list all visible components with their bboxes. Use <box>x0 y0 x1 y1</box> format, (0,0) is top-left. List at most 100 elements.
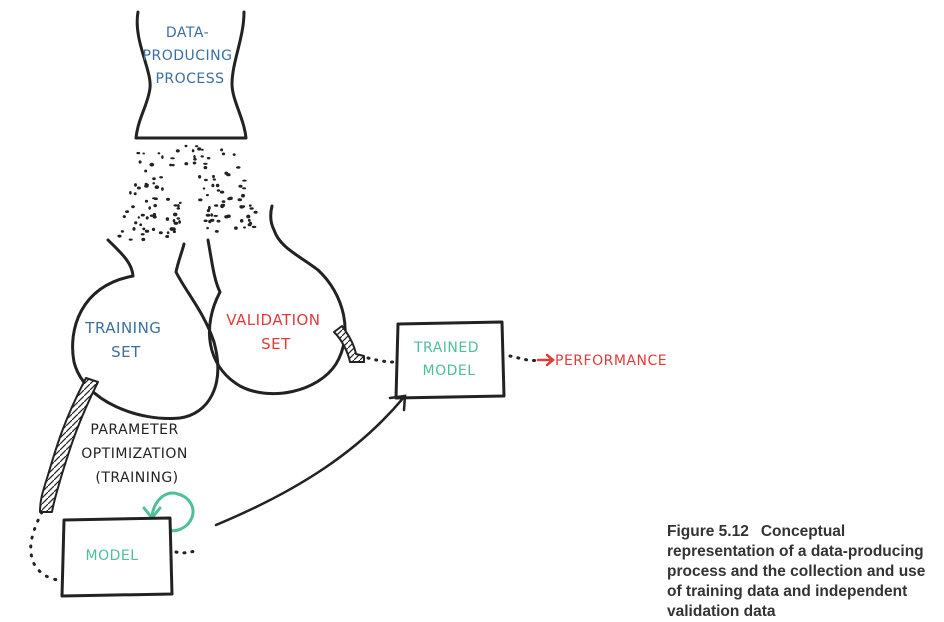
data-particle <box>238 185 242 188</box>
data-particle <box>249 204 252 206</box>
data-particle <box>242 180 246 182</box>
data-particle <box>179 202 182 204</box>
data-particle <box>141 233 145 235</box>
data-particle <box>177 207 181 209</box>
data-particle <box>167 231 170 234</box>
model-box: MODEL <box>62 518 172 596</box>
data-particle <box>134 183 137 187</box>
data-particle <box>193 158 197 161</box>
data-particle <box>210 213 213 216</box>
data-particle <box>170 157 175 159</box>
data-particle <box>201 149 204 151</box>
data-particle <box>150 215 154 217</box>
data-particle <box>220 204 224 208</box>
data-particle <box>201 155 204 157</box>
data-particle <box>242 205 245 207</box>
data-particle <box>177 217 181 219</box>
data-particle <box>141 214 145 217</box>
figure-caption: Figure 5.12 Conceptual representation of … <box>667 522 939 622</box>
data-particle <box>184 162 188 165</box>
data-particle <box>242 187 246 189</box>
data-particle <box>134 221 137 224</box>
data-particle <box>173 213 177 217</box>
data-particle <box>220 191 224 194</box>
data-particle <box>141 238 145 241</box>
data-particle <box>129 239 133 241</box>
data-particle <box>117 235 121 238</box>
data-particle <box>142 228 145 231</box>
data-particle <box>229 197 233 200</box>
data-particle <box>147 184 149 186</box>
data-particle <box>213 178 216 180</box>
validation-to-trained-model-connector <box>368 358 394 362</box>
data-particle <box>249 207 253 209</box>
data-particle <box>248 219 251 222</box>
training-set-bag: TRAINING SET <box>73 240 218 419</box>
data-particle <box>226 215 230 218</box>
data-particle <box>215 230 219 233</box>
training-set-label: TRAINING SET <box>84 319 166 361</box>
data-particle <box>241 194 245 198</box>
data-particle <box>121 230 124 233</box>
data-particle <box>193 162 197 165</box>
data-particle <box>203 187 206 189</box>
figure-number: Figure 5.12 <box>667 523 749 540</box>
data-particle <box>131 205 135 208</box>
data-particle <box>233 153 236 156</box>
data-particle <box>206 194 209 196</box>
data-particle <box>161 155 163 159</box>
data-particle <box>145 200 148 203</box>
performance-arrow <box>538 355 553 365</box>
data-particle <box>238 198 243 201</box>
data-particle <box>222 200 226 203</box>
data-particle <box>212 175 215 178</box>
data-particle <box>139 160 142 163</box>
data-particle <box>198 175 201 179</box>
data-particle <box>204 179 208 181</box>
data-particle <box>138 216 140 218</box>
data-particle <box>204 220 208 223</box>
data-particle <box>226 173 230 176</box>
data-particle <box>170 227 175 231</box>
data-particle <box>129 191 132 195</box>
data-particle <box>166 198 170 201</box>
data-particle <box>240 219 244 223</box>
data-particle <box>155 185 160 189</box>
data-particle <box>148 206 151 209</box>
data-particle <box>208 206 211 210</box>
data-particle <box>211 184 214 188</box>
data-particle <box>159 231 163 234</box>
data-particle <box>234 226 238 229</box>
data-particle <box>207 157 211 159</box>
data-particle <box>174 222 179 225</box>
performance-label: PERFORMANCE <box>555 353 667 369</box>
data-producing-process-label: DATA- PRODUCING PROCESS <box>143 25 238 87</box>
data-particle <box>153 204 157 207</box>
data-particle <box>176 149 180 152</box>
data-particle <box>243 226 246 228</box>
trained-model-box: TRAINED MODEL <box>396 322 504 398</box>
data-particle <box>210 219 214 222</box>
data-particle <box>222 153 225 156</box>
data-producing-process: DATA- PRODUCING PROCESS <box>136 12 246 138</box>
model-to-trained-model-arrow <box>216 396 405 525</box>
data-particle <box>216 184 220 187</box>
data-particle <box>149 163 154 167</box>
data-particle <box>136 152 140 154</box>
data-particle <box>125 210 129 213</box>
data-particle <box>152 197 157 199</box>
data-particle <box>204 166 208 169</box>
data-particle <box>158 152 161 154</box>
data-particle <box>220 148 223 151</box>
data-particle <box>198 198 202 201</box>
data-particle <box>203 163 207 165</box>
data-particle <box>159 176 163 178</box>
model-left-dotted-path <box>31 512 58 580</box>
training-data-tube <box>40 378 98 512</box>
model-right-dotted-path <box>176 550 198 553</box>
data-particle <box>142 153 145 155</box>
data-particle <box>192 149 195 152</box>
data-particle <box>169 164 172 167</box>
data-particles <box>117 145 257 241</box>
